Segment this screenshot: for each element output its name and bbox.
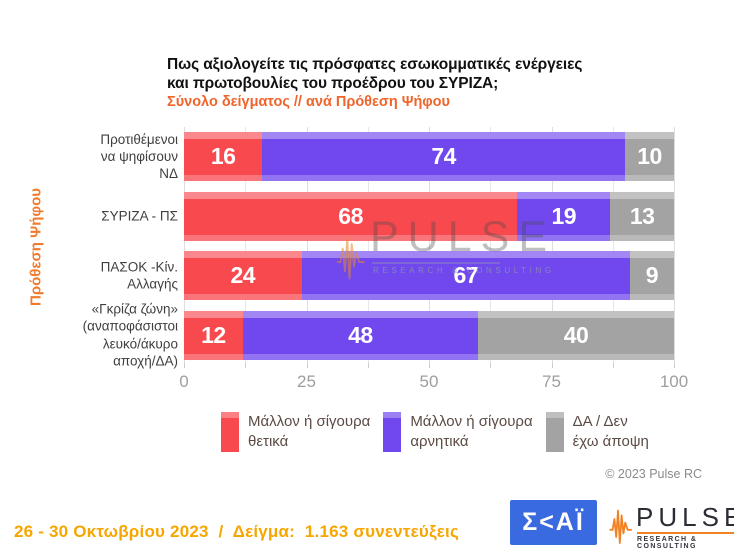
bar-row: 24 67 9 [184,251,674,300]
copyright-note: © 2023 Pulse RC [605,467,702,481]
value-label: 74 [431,143,456,169]
bar-segment: 68 [184,191,518,241]
legend-label: Μάλλον ή σίγουρα θετικά [248,413,371,450]
minor-gridline [612,127,614,363]
axis-tick [490,363,492,368]
bar-segment: 74 [262,132,625,181]
axis-tick-label: 100 [659,372,689,391]
chart-title-line2: και πρωτοβουλίες του προέδρου του ΣΥΡΙΖΑ… [167,75,499,92]
bar-segment: 40 [478,310,674,360]
skai-logo-text: Σ<ΑΪ [522,508,585,536]
chart-subtitle: Σύνολο δείγματος // ανά Πρόθεση Ψήφου [167,94,450,110]
bar-segment: 24 [184,251,302,300]
axis-tick [429,363,430,368]
major-gridline [429,127,430,363]
bar-segment: 67 [301,251,630,300]
legend-label: Μάλλον ή σίγουρα αρνητικά [410,413,533,450]
value-label: 68 [338,202,363,229]
bar-segment: 48 [242,310,478,360]
legend-swatch [383,412,402,452]
category-label: «Γκρίζα ζώνη» (αναποφάσιστοι λευκό/άκυρο… [82,301,178,369]
bar-row: 16 74 10 [184,132,674,181]
value-label: 67 [453,262,479,288]
axis-tick-label: 25 [297,372,316,391]
legend-entry: Μάλλον ή σίγουρα θετικά [221,412,370,452]
bar-row: 12 48 40 [184,310,674,360]
pulse-logo-waveform-icon [609,509,632,544]
legend-swatch [545,412,564,452]
pulse-logo-brand: PULSE [636,502,734,532]
legend-swatch [221,412,239,452]
pulse-logo-tagline: RESEARCH & CONSULTING [637,536,698,550]
bar-row: 68 19 13 [184,191,674,241]
bar-segment: 16 [184,132,263,181]
value-label: 19 [551,202,577,229]
major-gridline [551,127,553,363]
legend-entry: ΔΑ / Δεν έχω άποψη [545,412,649,452]
axis-tick [367,363,369,368]
chart-title-line1: Πως αξιολογείτε τις πρόσφατες εσωκομματι… [167,56,583,73]
value-label: 48 [348,321,373,348]
legend: Μάλλον ή σίγουρα θετικά Μάλλον ή σίγουρα … [221,412,649,452]
value-label: 9 [645,262,659,288]
value-label: 12 [201,321,226,348]
major-gridline [184,127,185,363]
axis-tick-label: 50 [419,372,439,391]
major-gridline [306,127,308,363]
skai-logo: Σ<ΑΪ [510,500,597,545]
axis-tick-label: 75 [542,372,561,391]
value-label: 40 [563,321,589,348]
y-axis-title: Πρόθεση Ψήφου [27,187,45,307]
bar-segment: 12 [184,310,243,360]
category-label: ΠΑΣΟΚ -Κίν. Αλλαγής [100,259,178,292]
axis-tick [674,363,675,368]
axis-tick [184,363,185,368]
bar-segment: 13 [610,191,674,241]
bar-segment: 10 [625,132,674,181]
minor-gridline [245,127,247,363]
x-axis: 0 25 50 75 100 [179,363,688,397]
minor-gridline [490,127,492,363]
value-label: 10 [637,143,662,169]
value-label: 16 [210,143,236,169]
bar-segment: 19 [517,191,611,241]
axis-tick [612,363,614,368]
legend-label: ΔΑ / Δεν έχω άποψη [572,413,649,450]
axis-tick [245,363,247,368]
category-label: ΣΥΡΙΖΑ - ΠΣ [101,208,178,224]
category-axis: Προτιθέμενοι να ψηφίσουν ΝΔ ΣΥΡΙΖΑ - ΠΣ ΠΑ… [62,127,178,369]
axis-tick [551,363,553,368]
sample-note: 26 - 30 Οκτωβρίου 2023 / Δείγμα: 1.163 σ… [14,522,459,541]
major-gridline [674,127,675,363]
axis-tick-label: 0 [179,372,189,391]
value-label: 24 [230,262,256,288]
pulse-logo-text: PULSE RESEARCH & CONSULTING [636,504,734,550]
pulse-logo: PULSE RESEARCH & CONSULTING [609,504,734,550]
bar-segment: 9 [629,251,674,300]
plot-area: 16 74 10 68 19 13 24 67 9 12 48 40 [184,127,675,363]
axis-tick [306,363,308,368]
value-label: 13 [629,202,655,229]
legend-entry: Μάλλον ή σίγουρα αρνητικά [383,412,533,452]
chart-title: Πως αξιολογείτε τις πρόσφατες εσωκομματι… [167,55,582,93]
pulse-logo-divider [637,532,734,534]
minor-gridline [367,127,369,363]
category-label: Προτιθέμενοι να ψηφίσουν ΝΔ [100,131,178,182]
